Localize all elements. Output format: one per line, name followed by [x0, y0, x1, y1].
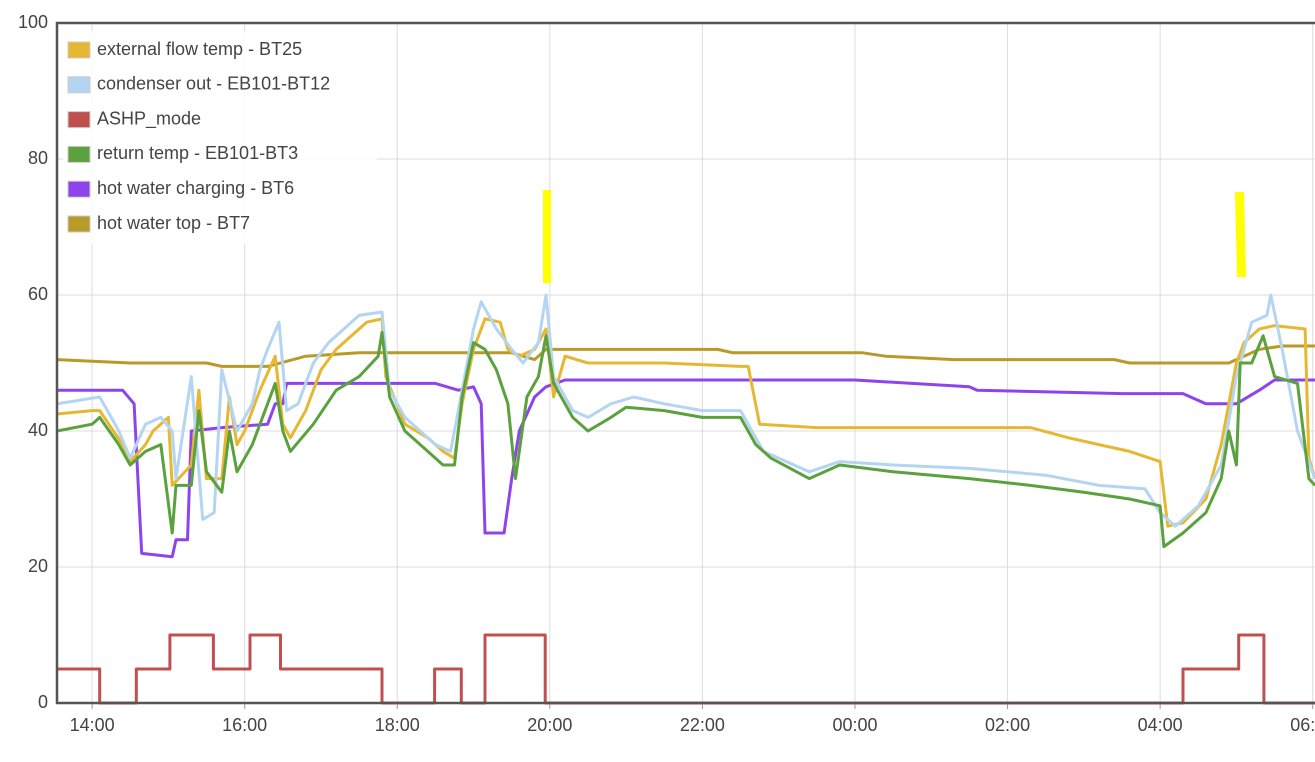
legend-label: hot water charging - BT6	[97, 178, 294, 198]
x-tick-label: 00:00	[832, 715, 877, 735]
axis-layer: 0 20 40 60 80 100 14:00 16:00 18:00 20:00 22:00 00:…	[18, 12, 1315, 735]
y-tick-label: 100	[18, 12, 48, 32]
legend-swatch	[67, 180, 91, 198]
axis-frame	[55, 21, 1315, 705]
y-tick-label: 80	[28, 148, 48, 168]
legend-swatch	[67, 76, 91, 94]
x-tick-label: 14:00	[70, 715, 115, 735]
highlight-mark	[543, 190, 551, 283]
x-tick-label: 16:00	[222, 715, 267, 735]
series-line	[56, 344, 1315, 368]
y-tick-label: 60	[28, 284, 48, 304]
x-tick-label: 02:00	[985, 715, 1030, 735]
line-layer	[56, 293, 1315, 705]
y-tick-label: 20	[28, 556, 48, 576]
legend-background	[63, 31, 377, 245]
x-tick-label: 04:00	[1138, 715, 1183, 735]
x-tick-label: 06:00	[1290, 715, 1315, 735]
legend-label: external flow temp - BT25	[97, 39, 302, 59]
legend-label: condenser out - EB101-BT12	[97, 74, 330, 94]
series-line	[56, 293, 1315, 528]
series-line	[56, 330, 1315, 549]
x-tick-label: 22:00	[680, 715, 725, 735]
legend-swatch	[67, 111, 91, 129]
x-tick-label: 18:00	[375, 715, 420, 735]
y-tick-label: 0	[38, 692, 48, 712]
legend: external flow temp - BT25 condenser out -…	[63, 31, 377, 245]
series-line	[57, 633, 1315, 705]
highlight-mark	[1235, 192, 1246, 277]
x-tick-label: 20:00	[527, 715, 572, 735]
legend-swatch	[67, 145, 91, 163]
y-tick-label: 40	[28, 420, 48, 440]
legend-swatch	[67, 41, 91, 59]
legend-label: hot water top - BT7	[97, 213, 250, 233]
legend-label: return temp - EB101-BT3	[97, 143, 298, 163]
legend-label: ASHP_mode	[97, 108, 201, 129]
legend-swatch	[67, 215, 91, 233]
series-line	[57, 378, 1315, 559]
